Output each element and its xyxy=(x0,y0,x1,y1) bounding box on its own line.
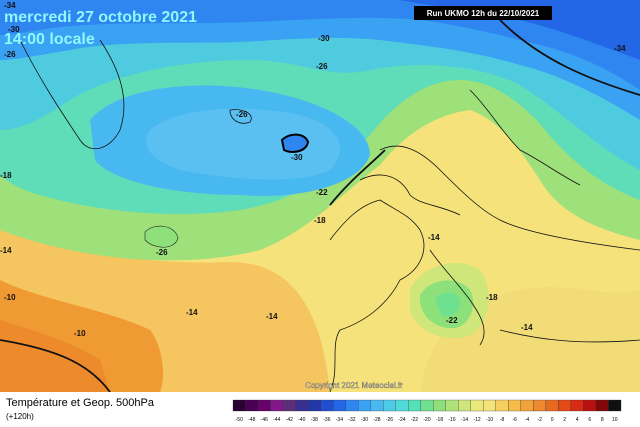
scale-label: 4 xyxy=(576,417,579,423)
contour-label: -26 xyxy=(236,110,248,119)
scale-label: -4 xyxy=(525,417,530,423)
scale-label: -10 xyxy=(486,417,493,423)
footer-title: Température et Geop. 500hPa xyxy=(6,397,155,409)
scale-label: 2 xyxy=(563,417,566,423)
contour-label: -22 xyxy=(446,316,458,325)
scale-swatch xyxy=(383,399,396,412)
contour-label: -14 xyxy=(0,246,12,255)
scale-swatch xyxy=(408,399,421,412)
scale-swatch xyxy=(520,399,534,412)
contour-label: -22 xyxy=(316,188,328,197)
contour-label: -34 xyxy=(4,1,16,10)
contour-label: -18 xyxy=(314,216,326,225)
scale-swatch xyxy=(583,399,597,412)
scale-label: -28 xyxy=(373,417,380,423)
time-label: 14:00 locale xyxy=(4,31,95,48)
contour-label: -18 xyxy=(486,293,498,302)
scale-swatch xyxy=(470,399,484,412)
scale-swatch xyxy=(533,399,547,412)
scale-label: -30 xyxy=(361,417,368,423)
contour-label: -26 xyxy=(316,62,328,71)
contour-label: -10 xyxy=(74,329,86,338)
scale-label: -48 xyxy=(248,417,255,423)
scale-swatch xyxy=(320,399,334,412)
scale-label: -12 xyxy=(473,417,480,423)
contour-label: -30 xyxy=(318,34,330,43)
scale-swatch xyxy=(483,399,496,412)
scale-label: 6 xyxy=(588,417,591,423)
scale-swatch xyxy=(232,399,246,412)
contour-label: -14 xyxy=(521,323,533,332)
scale-label: -6 xyxy=(512,417,517,423)
contour-label: -14 xyxy=(428,233,440,242)
scale-swatch xyxy=(395,399,409,412)
scale-label: 0 xyxy=(551,417,554,423)
footer-lead: (+120h) xyxy=(6,412,34,421)
scale-swatch xyxy=(495,399,509,412)
run-badge xyxy=(414,6,552,20)
scale-label: -46 xyxy=(261,417,268,423)
contour-label: -14 xyxy=(266,312,278,321)
date-label: mercredi 27 octobre 2021 xyxy=(4,9,197,26)
contour-label: -34 xyxy=(614,44,626,53)
contour-label: -26 xyxy=(4,50,16,59)
scale-label: -14 xyxy=(461,417,468,423)
scale-swatch xyxy=(307,399,321,412)
map xyxy=(0,0,640,393)
scale-swatch xyxy=(332,399,346,412)
run-label: Run UKMO 12h du 22/10/2021 xyxy=(427,9,540,18)
scale-label: -38 xyxy=(311,417,318,423)
scale-swatch xyxy=(433,399,446,412)
scale-swatch xyxy=(358,399,371,412)
scale-swatch xyxy=(458,399,471,412)
color-scale: -50 -48 -46 -44 -42 -40 -38 -36 -34 -32 -30 -28 -26-… xyxy=(232,399,622,423)
scale-swatch xyxy=(282,399,296,412)
scale-label: -20 xyxy=(423,417,430,423)
contour-label: -10 xyxy=(4,293,16,302)
scale-label: -32 xyxy=(348,417,355,423)
scale-label: -40 xyxy=(298,417,305,423)
contour-label: -30 xyxy=(291,153,303,162)
scale-swatch xyxy=(508,399,522,412)
contour-label: -26 xyxy=(156,248,168,257)
scale-swatch xyxy=(270,399,284,412)
scale-label: -8 xyxy=(500,417,505,423)
copyright: Copyright 2021 Meteociel.fr xyxy=(305,381,403,390)
scale-label: -42 xyxy=(286,417,293,423)
scale-label: -24 xyxy=(398,417,405,423)
contour-label: -18 xyxy=(0,171,12,180)
scale-swatch xyxy=(370,399,384,412)
scale-label: -50 xyxy=(236,417,243,423)
scale-swatch xyxy=(445,399,459,412)
pressure-lines xyxy=(0,19,640,393)
scale-label: -18 xyxy=(436,417,443,423)
scale-swatch xyxy=(295,399,309,412)
scale-swatch xyxy=(545,399,559,412)
scale-swatch xyxy=(345,399,359,412)
coastlines xyxy=(19,39,640,393)
scale-label: -34 xyxy=(336,417,343,423)
scale-label: 8 xyxy=(601,417,604,423)
scale-label: -16 xyxy=(448,417,455,423)
scale-swatch xyxy=(257,399,271,412)
scale-swatch xyxy=(595,399,609,412)
scale-label: -44 xyxy=(273,417,280,423)
scale-swatch xyxy=(570,399,584,412)
scale-label: -22 xyxy=(411,417,418,423)
scale-swatch xyxy=(558,399,572,412)
contour-label: -30 xyxy=(8,25,20,34)
scale-label: -36 xyxy=(323,417,330,423)
scale-swatch xyxy=(245,399,259,412)
contour-labels: -34 -30 -26 -30 -26 -34 -26 -30 -22 -18 -18 -26 -14 -… xyxy=(0,1,626,338)
scale-label: -2 xyxy=(537,417,542,423)
contour-label: -14 xyxy=(186,308,198,317)
scale-label: 10 xyxy=(612,417,618,423)
scale-swatch xyxy=(608,399,622,412)
scale-label: -26 xyxy=(386,417,393,423)
scale-swatch xyxy=(420,399,434,412)
